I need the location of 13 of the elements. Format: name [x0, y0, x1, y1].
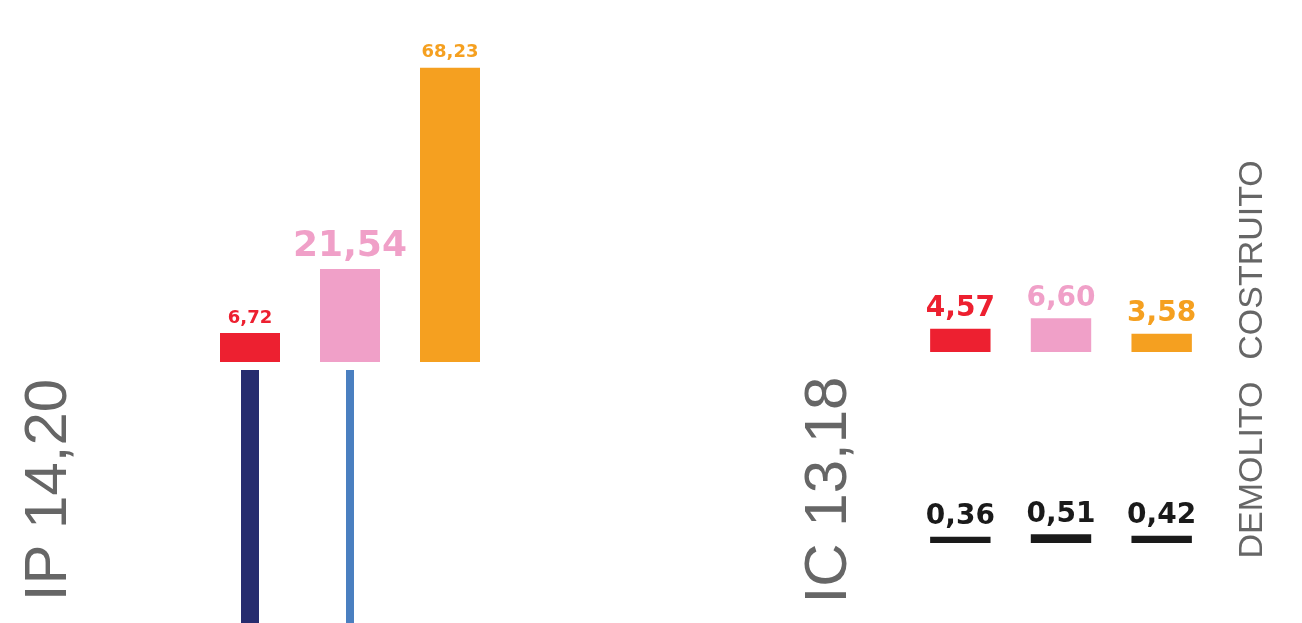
data-label: 6,60	[1026, 279, 1096, 313]
data-label: 21,54	[293, 222, 407, 264]
text: IP 14,20	[11, 378, 79, 602]
data-label: 0,36	[925, 498, 995, 532]
y-axis-title: COSTRUITO	[1231, 160, 1269, 360]
data-label: 68,23	[421, 40, 479, 62]
text: IC 13,18	[791, 376, 859, 604]
data-label: 3,58	[1127, 295, 1197, 329]
data-label: 6,72	[227, 305, 273, 327]
data-label: 0,42	[1127, 497, 1197, 531]
y-axis-title: DEMOLITO	[1231, 381, 1269, 559]
data-label: 4,57	[925, 290, 995, 324]
data-label: 0,51	[1026, 495, 1096, 529]
